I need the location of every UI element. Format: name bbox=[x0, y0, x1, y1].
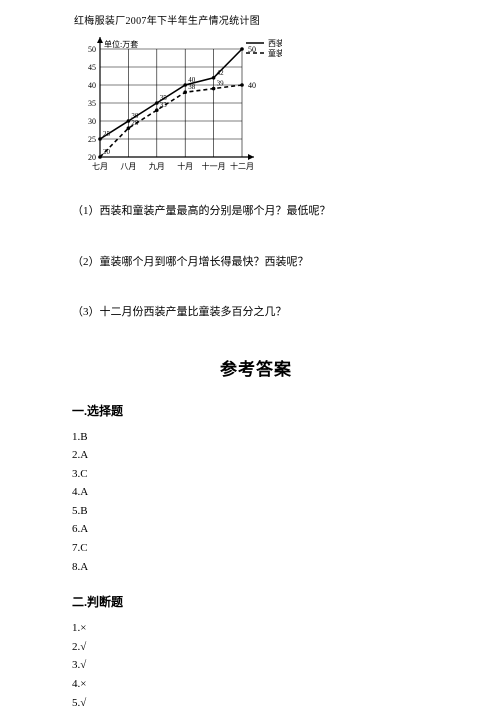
chart-title: 红梅服装厂2007年下半年生产情况统计图 bbox=[74, 12, 440, 27]
svg-text:42: 42 bbox=[217, 69, 225, 77]
answer-item: 3.C bbox=[72, 466, 440, 484]
answer-item: 5.B bbox=[72, 503, 440, 521]
section-2-title: 二.判断题 bbox=[72, 593, 440, 610]
answers-header: 参考答案 bbox=[72, 355, 440, 380]
svg-text:50: 50 bbox=[248, 45, 256, 54]
svg-text:39: 39 bbox=[217, 80, 225, 88]
questions: （1）西装和童装产量最高的分别是哪个月？最低呢？ （2）童装哪个月到哪个月增长得… bbox=[72, 203, 440, 321]
answer-item: 8.A bbox=[72, 559, 440, 577]
answer-item: 7.C bbox=[72, 540, 440, 558]
answer-item: 1.B bbox=[72, 429, 440, 447]
svg-text:25: 25 bbox=[88, 135, 96, 144]
svg-text:28: 28 bbox=[131, 119, 139, 127]
svg-text:单位:万套: 单位:万套 bbox=[104, 39, 138, 49]
svg-text:38: 38 bbox=[188, 83, 196, 91]
svg-text:九月: 九月 bbox=[149, 162, 165, 171]
svg-text:25: 25 bbox=[103, 130, 111, 138]
answer-item: 1.× bbox=[72, 620, 440, 638]
svg-text:七月: 七月 bbox=[92, 162, 108, 171]
svg-text:八月: 八月 bbox=[120, 162, 136, 171]
section-2-list: 1.×2.√3.√4.×5.√ bbox=[72, 620, 440, 712]
svg-text:40: 40 bbox=[248, 81, 256, 90]
answer-item: 2.A bbox=[72, 447, 440, 465]
svg-text:40: 40 bbox=[88, 81, 96, 90]
chart-svg: 20 25 30 35 40 45 50 七月 八月 九月 十月十一月十二月 单位:万套 西装童装 25 3… bbox=[72, 31, 282, 181]
svg-text:45: 45 bbox=[88, 63, 96, 72]
svg-text:十一月: 十一月 bbox=[202, 161, 226, 171]
question-3: （3）十二月份西装产量比童装多百分之几？ bbox=[72, 304, 440, 321]
svg-text:十月: 十月 bbox=[177, 161, 193, 171]
question-2: （2）童装哪个月到哪个月增长得最快？西装呢？ bbox=[72, 254, 440, 271]
answer-item: 4.A bbox=[72, 484, 440, 502]
answer-item: 2.√ bbox=[72, 639, 440, 657]
answer-item: 3.√ bbox=[72, 657, 440, 675]
answer-item: 5.√ bbox=[72, 695, 440, 712]
svg-text:30: 30 bbox=[88, 117, 96, 126]
svg-text:西装: 西装 bbox=[268, 38, 282, 48]
svg-text:35: 35 bbox=[88, 99, 96, 108]
svg-text:20: 20 bbox=[103, 148, 111, 156]
answer-item: 4.× bbox=[72, 676, 440, 694]
svg-text:童装: 童装 bbox=[268, 48, 282, 58]
section-1-list: 1.B2.A3.C4.A5.B6.A7.C8.A bbox=[72, 429, 440, 577]
svg-text:33: 33 bbox=[160, 101, 168, 109]
chart-area: 20 25 30 35 40 45 50 七月 八月 九月 十月十一月十二月 单位:万套 西装童装 25 3… bbox=[72, 31, 282, 181]
answer-item: 6.A bbox=[72, 521, 440, 539]
svg-text:50: 50 bbox=[88, 45, 96, 54]
svg-text:十二月: 十二月 bbox=[230, 161, 254, 171]
question-1: （1）西装和童装产量最高的分别是哪个月？最低呢？ bbox=[72, 203, 440, 220]
chart-block: 红梅服装厂2007年下半年生产情况统计图 20 25 30 35 40 45 50 七月 八月 九… bbox=[72, 12, 440, 181]
section-1-title: 一.选择题 bbox=[72, 402, 440, 419]
svg-text:20: 20 bbox=[88, 153, 96, 162]
